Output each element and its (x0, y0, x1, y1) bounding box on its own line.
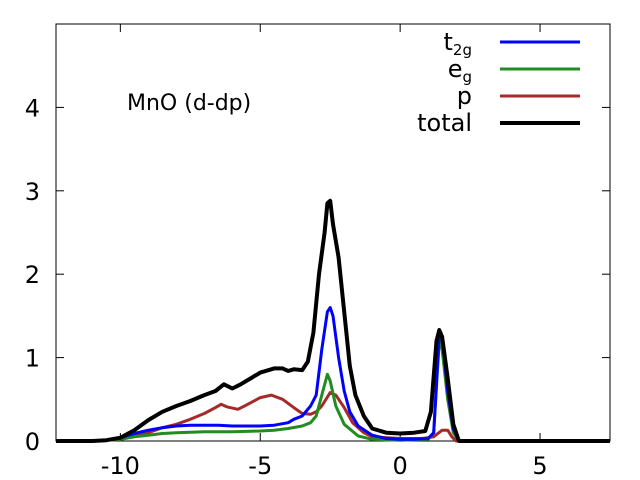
y-tick-label: 2 (25, 261, 40, 289)
ticks: -10 -5 0 5 0 1 2 3 4 (25, 24, 610, 480)
y-tick-label: 0 (25, 428, 40, 456)
legend-label-eg: eg (448, 55, 472, 86)
legend-label-p: p (457, 82, 472, 110)
legend-label-t2g: t2g (444, 28, 473, 59)
x-tick-label: 5 (532, 452, 547, 480)
series-line-total (56, 198, 610, 443)
y-tick-label: 3 (25, 178, 40, 206)
series-group (56, 198, 610, 443)
x-tick-label: -10 (101, 452, 140, 480)
series-line-t2g (56, 306, 610, 443)
chart-annotation: MnO (d-dp) (127, 91, 251, 116)
x-tick-label: 0 (393, 452, 408, 480)
y-tick-label: 1 (25, 345, 40, 373)
y-tick-label: 4 (25, 94, 40, 122)
plot-frame (55, 23, 611, 442)
legend-label-total: total (417, 109, 472, 137)
x-tick-label: -5 (248, 452, 272, 480)
